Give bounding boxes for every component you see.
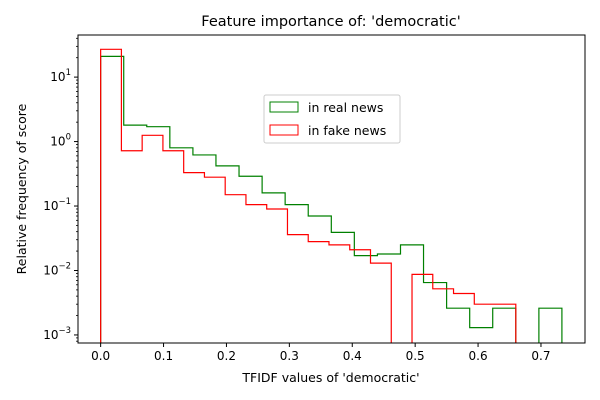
y-axis-label: Relative frequency of score xyxy=(14,103,29,274)
legend: in real news in fake news xyxy=(263,94,401,144)
x-tick-label: 0.2 xyxy=(217,349,236,363)
x-axis: 0.0 0.1 0.2 0.3 0.4 0.5 0.6 0.7 xyxy=(91,343,551,363)
legend-swatch-real xyxy=(269,101,299,113)
chart-title: Feature importance of: 'democratic' xyxy=(201,14,460,30)
y-tick-label: 10−2 xyxy=(43,261,71,277)
x-axis-label: TFIDF values of 'democratic' xyxy=(241,370,419,385)
x-tick-label: 0.6 xyxy=(469,349,488,363)
y-tick-label: 10−3 xyxy=(43,326,71,342)
plot-area xyxy=(100,48,563,343)
y-axis: 10−3 10−2 10−1 100 101 xyxy=(43,37,78,342)
x-tick-label: 0.7 xyxy=(531,349,550,363)
x-tick-label: 0.0 xyxy=(91,349,110,363)
y-tick-label: 100 xyxy=(50,133,71,149)
legend-label-fake: in fake news xyxy=(308,123,386,138)
y-tick-label: 101 xyxy=(50,68,71,84)
legend-label-real: in real news xyxy=(308,100,383,115)
series-step-fake xyxy=(100,48,517,343)
series-step-real xyxy=(100,55,563,343)
plot-frame xyxy=(77,34,586,344)
y-tick-label: 10−1 xyxy=(43,197,71,213)
legend-swatch-fake xyxy=(269,124,299,136)
x-tick-label: 0.3 xyxy=(280,349,299,363)
x-tick-label: 0.5 xyxy=(406,349,425,363)
x-tick-label: 0.1 xyxy=(154,349,173,363)
x-tick-label: 0.4 xyxy=(343,349,362,363)
